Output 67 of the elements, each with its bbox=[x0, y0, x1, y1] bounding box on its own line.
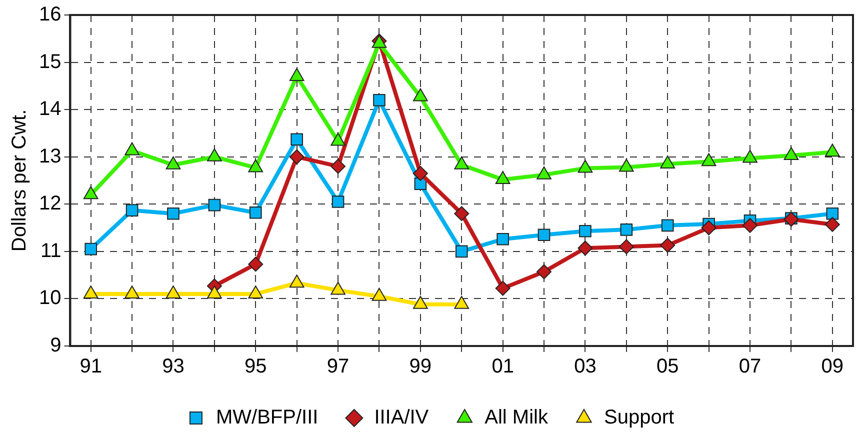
point bbox=[660, 238, 676, 253]
point bbox=[661, 219, 674, 232]
point bbox=[83, 186, 98, 200]
y-tick-label: 14 bbox=[38, 98, 62, 120]
y-tick-label: 16 bbox=[38, 4, 62, 26]
x-tick-label: 07 bbox=[738, 356, 762, 378]
point bbox=[167, 207, 180, 220]
point bbox=[454, 156, 470, 170]
legend-label: IIIA/IV bbox=[374, 406, 430, 429]
point bbox=[289, 68, 304, 81]
point bbox=[208, 198, 221, 212]
point bbox=[84, 242, 97, 256]
point bbox=[495, 171, 510, 184]
point bbox=[413, 88, 428, 102]
point bbox=[784, 146, 799, 160]
point bbox=[660, 155, 676, 168]
point bbox=[536, 264, 552, 280]
point bbox=[330, 132, 346, 146]
x-tick-label: 03 bbox=[574, 356, 596, 378]
point bbox=[824, 144, 840, 157]
point bbox=[289, 149, 304, 164]
point bbox=[701, 220, 716, 236]
x-tick-label: 93 bbox=[162, 356, 184, 378]
point bbox=[412, 166, 428, 181]
legend-label: Support bbox=[604, 406, 674, 429]
point bbox=[578, 240, 593, 256]
legend-label: All Milk bbox=[484, 406, 549, 429]
point bbox=[536, 166, 552, 180]
y-tick-label: 10 bbox=[38, 287, 62, 310]
legend-label: MW/BFP/III bbox=[216, 406, 318, 429]
point bbox=[618, 158, 634, 172]
point bbox=[538, 228, 550, 242]
point bbox=[826, 207, 839, 220]
point bbox=[248, 256, 264, 272]
point bbox=[620, 224, 633, 236]
point bbox=[330, 158, 346, 174]
y-tick-label: 11 bbox=[40, 240, 62, 262]
y-tick-label: 9 bbox=[50, 334, 62, 357]
x-tick-label: 99 bbox=[409, 356, 432, 378]
point bbox=[618, 239, 634, 254]
point bbox=[579, 224, 592, 238]
x-tick-label: 95 bbox=[244, 356, 267, 378]
point bbox=[455, 245, 468, 258]
point bbox=[742, 150, 758, 163]
y-tick-label: 12 bbox=[38, 192, 62, 215]
point bbox=[578, 160, 593, 173]
y-tick-label: 15 bbox=[38, 50, 62, 73]
point bbox=[701, 153, 716, 166]
point bbox=[496, 232, 509, 246]
x-tick-label: 05 bbox=[656, 356, 679, 378]
point bbox=[126, 204, 138, 216]
point bbox=[249, 206, 262, 219]
point bbox=[166, 156, 181, 170]
point bbox=[495, 280, 510, 296]
point bbox=[124, 142, 140, 156]
x-tick-label: 09 bbox=[821, 356, 844, 378]
x-tick-label: 91 bbox=[80, 356, 102, 378]
point bbox=[454, 206, 470, 222]
point bbox=[742, 218, 758, 233]
point bbox=[248, 159, 264, 172]
point bbox=[824, 216, 840, 232]
x-tick-label: 97 bbox=[326, 356, 350, 378]
y-axis-title: Dollars per Cwt. bbox=[8, 109, 31, 252]
point bbox=[332, 196, 344, 208]
y-tick-label: 13 bbox=[38, 145, 62, 168]
x-tick-label: 01 bbox=[492, 356, 514, 378]
point bbox=[207, 148, 222, 162]
